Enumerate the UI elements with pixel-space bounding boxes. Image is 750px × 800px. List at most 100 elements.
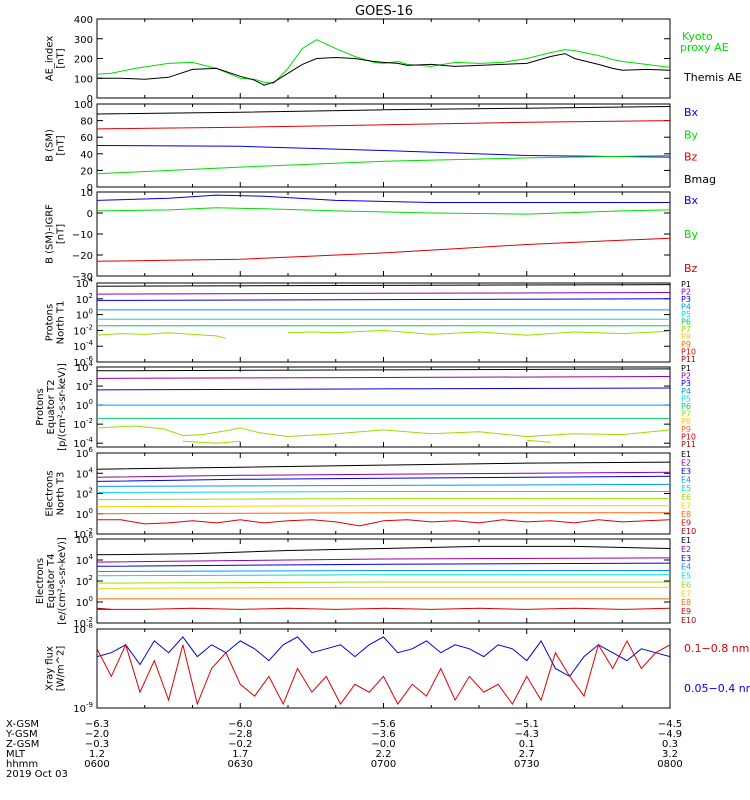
series-line-9 [97,607,670,610]
footer-value: 0600 [84,759,109,770]
series-line-4 [97,570,670,572]
y-tick-label: 100 [74,100,93,111]
y-axis-label: [p/(cm²-s-sr-keV)] [57,363,68,451]
series-line-1 [97,368,670,372]
panel-frame [96,366,671,448]
y-tick-label: 400 [74,15,93,26]
series-line-8 [97,512,670,515]
series-line-8 [287,329,670,336]
series-line-2 [97,292,670,295]
panel-frame [96,282,671,363]
y-axis-label: Electrons [45,470,56,516]
series-line-2 [97,639,670,706]
footer-value: −4.3 [515,729,539,740]
series-line-5 [97,574,670,577]
legend-entry: E2 [681,545,691,554]
y-tick-label: 40 [80,150,93,161]
footer-value: 2.2 [376,749,392,760]
footer-value: 2.7 [519,749,535,760]
y-axis-label: North T1 [56,301,67,345]
series-line-2 [97,53,670,86]
y-tick-label: −10 [72,230,93,241]
y-tick-label: 10-4 [73,339,93,353]
y-axis-label: Equator T2 [46,380,57,435]
y-tick-label: 100 [76,507,93,521]
legend-entry: Bz [684,151,698,164]
legend-entry: E4 [681,563,691,572]
y-axis-label: North T3 [56,472,67,516]
series-line-1 [97,461,670,470]
footer-value: 0700 [371,759,396,770]
y-tick-label: 10-2 [73,417,93,431]
y-tick-label: 80 [80,117,93,128]
legend-entry: E3 [681,554,691,563]
series-line-4 [97,155,670,175]
y-tick-label: 0 [87,183,93,194]
legend-entry: P9 [681,425,691,434]
series-line-1 [97,106,670,115]
legend-entry: 0.05−0.4 nm [684,682,750,695]
y-tick-label: 100 [76,398,93,412]
y-tick-label: 10-9 [73,701,93,715]
legend-entry: P5 [681,310,691,319]
panel-2: 0 20 40 60 80 100 B (SM) [nT] Bx By Bz Bmag [45,100,717,194]
series-line-3 [97,387,670,391]
series-line-1 [97,194,670,203]
series-line-2 [97,120,670,130]
footer-value: −0.2 [228,739,252,750]
panel-frame [96,538,671,624]
y-tick-label: 104 [76,276,94,290]
legend-entry: E5 [681,484,691,493]
legend-entry: 0.1−0.8 nm [684,642,749,655]
y-tick-label: 60 [80,133,93,144]
series-line-6 [97,498,670,501]
y-tick-label: 104 [76,553,94,567]
legend-entry: E4 [681,476,691,485]
y-axis-label: Xray flux [45,646,56,691]
y-tick-label: 200 [74,55,93,66]
legend-entry: P11 [681,440,696,449]
footer-value: −6.3 [85,719,109,730]
y-axis-label: [e/(cm²-s-sr-keV)] [57,537,68,625]
y-tick-label: 102 [76,292,93,306]
y-tick-label: 106 [76,532,94,546]
y-tick-label: 0 [87,209,93,220]
panel-8: 10-9 10-8 Xray flux [W/m^2] 0.1−0.8 nm 0.05−0… [45,622,750,715]
footer-row-label: MLT [6,749,26,760]
y-tick-label: 106 [76,446,94,460]
series-line-1 [97,39,670,84]
legend-entry: E9 [681,518,691,527]
series-line-1 [97,284,670,287]
legend-entry: E6 [681,493,691,502]
series-line-5 [97,491,670,493]
y-axis-label: Equator T4 [46,554,57,609]
footer-value: 0800 [657,759,682,770]
legend-entry: E5 [681,572,691,581]
legend-entry: P1 [681,280,691,289]
y-axis-label: [W/m^2] [56,646,67,692]
series-line-1 [97,545,670,556]
footer-value: −4.9 [658,729,682,740]
y-axis-label: Protons [35,388,46,425]
y-tick-label: 0 [87,94,93,105]
series-line-2 [97,207,670,215]
legend-entry: By [684,128,699,141]
y-tick-label: 102 [76,574,93,588]
legend-entry: P5 [681,394,691,403]
legend-entry: E3 [681,467,691,476]
footer-value: −6.0 [228,719,252,730]
legend-entry: P2 [681,288,691,297]
legend-entry: E8 [681,598,691,607]
legend-entry: E7 [681,501,691,510]
series-line-9 [97,519,670,527]
y-axis-label: B (SM)-IGRF [45,204,56,264]
legend-entry: E6 [681,580,691,589]
legend-entry: Bz [684,262,698,275]
y-axis-label: [nT] [56,135,67,155]
footer-value: −0.3 [85,739,109,750]
